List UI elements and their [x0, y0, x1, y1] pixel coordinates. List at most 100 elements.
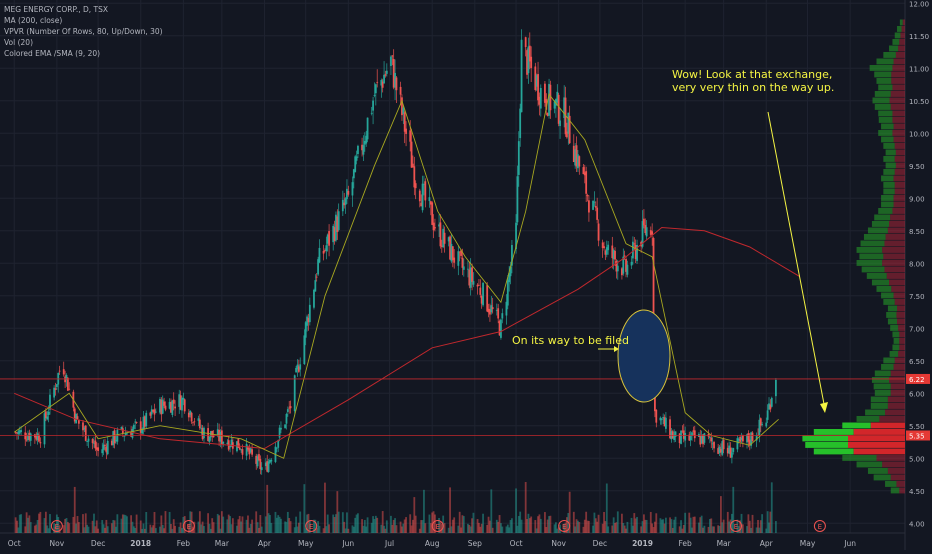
candle[interactable]	[458, 251, 461, 253]
candle[interactable]	[83, 427, 86, 430]
candle[interactable]	[341, 199, 344, 212]
candle[interactable]	[171, 400, 174, 415]
candle[interactable]	[612, 250, 615, 260]
candle[interactable]	[498, 321, 501, 336]
candle[interactable]	[447, 237, 450, 242]
candle[interactable]	[563, 97, 566, 119]
candle[interactable]	[132, 424, 135, 429]
candle[interactable]	[208, 436, 211, 443]
candle[interactable]	[297, 366, 300, 372]
candle[interactable]	[546, 112, 549, 116]
candle[interactable]	[605, 247, 608, 255]
candle[interactable]	[126, 433, 128, 435]
candle[interactable]	[29, 433, 32, 441]
candle[interactable]	[325, 245, 328, 252]
candle[interactable]	[730, 452, 733, 458]
candle[interactable]	[124, 433, 127, 436]
candle[interactable]	[86, 440, 89, 442]
candle[interactable]	[662, 417, 665, 419]
candle[interactable]	[94, 440, 97, 449]
candle[interactable]	[77, 419, 80, 424]
candle[interactable]	[317, 259, 319, 275]
candle[interactable]	[113, 430, 116, 444]
candle[interactable]	[429, 201, 432, 205]
candle[interactable]	[285, 414, 288, 424]
candle[interactable]	[16, 432, 18, 434]
candle[interactable]	[395, 77, 398, 91]
candle[interactable]	[380, 79, 383, 86]
candle[interactable]	[106, 440, 109, 455]
candle[interactable]	[538, 96, 541, 105]
candle[interactable]	[374, 84, 377, 94]
candle[interactable]	[112, 431, 115, 446]
candle[interactable]	[625, 259, 627, 272]
candle[interactable]	[583, 172, 586, 176]
candle[interactable]	[160, 399, 163, 415]
candle[interactable]	[170, 402, 172, 413]
candle[interactable]	[315, 276, 318, 278]
candle[interactable]	[189, 410, 192, 415]
candle[interactable]	[229, 445, 231, 448]
earnings-marker[interactable]	[305, 520, 318, 532]
candle[interactable]	[200, 427, 203, 429]
candle[interactable]	[123, 435, 126, 437]
candle[interactable]	[759, 418, 762, 426]
candle[interactable]	[296, 364, 299, 370]
candle[interactable]	[91, 438, 94, 444]
candle[interactable]	[164, 405, 167, 410]
candle[interactable]	[622, 256, 625, 274]
candle[interactable]	[535, 75, 538, 87]
candle[interactable]	[649, 230, 652, 235]
candle[interactable]	[201, 427, 204, 440]
candle[interactable]	[710, 437, 713, 442]
candle[interactable]	[38, 434, 40, 442]
candle[interactable]	[385, 70, 388, 74]
candle[interactable]	[17, 431, 20, 435]
candle[interactable]	[183, 399, 186, 412]
candle[interactable]	[665, 417, 667, 429]
candle[interactable]	[409, 130, 412, 142]
candle[interactable]	[384, 74, 387, 76]
candle[interactable]	[134, 421, 137, 423]
candle[interactable]	[566, 131, 568, 138]
candle[interactable]	[511, 245, 513, 266]
candle[interactable]	[326, 234, 329, 244]
candle[interactable]	[544, 83, 546, 103]
candle[interactable]	[47, 411, 50, 416]
indicator-volume[interactable]: Vol (20)	[4, 38, 34, 47]
candle[interactable]	[381, 81, 384, 88]
candle[interactable]	[355, 156, 358, 161]
candle[interactable]	[139, 421, 142, 433]
candle[interactable]	[530, 56, 533, 69]
candle[interactable]	[495, 310, 498, 311]
candle[interactable]	[766, 410, 769, 420]
candle[interactable]	[267, 461, 270, 472]
earnings-marker[interactable]	[50, 520, 63, 532]
candle[interactable]	[460, 250, 462, 256]
candle[interactable]	[322, 251, 325, 254]
candle[interactable]	[366, 117, 369, 140]
candle[interactable]	[84, 425, 87, 441]
candle[interactable]	[275, 447, 278, 449]
candle[interactable]	[634, 245, 637, 260]
candle[interactable]	[681, 430, 684, 432]
candle[interactable]	[553, 101, 556, 109]
candle[interactable]	[506, 279, 509, 306]
candle[interactable]	[314, 280, 317, 292]
candle[interactable]	[163, 401, 166, 406]
candle[interactable]	[453, 257, 456, 263]
candle[interactable]	[700, 435, 703, 444]
candle[interactable]	[689, 435, 692, 441]
candle[interactable]	[373, 95, 376, 96]
candle[interactable]	[347, 190, 350, 195]
candle[interactable]	[601, 242, 604, 249]
candle[interactable]	[651, 231, 654, 235]
candle[interactable]	[755, 435, 758, 441]
candle[interactable]	[413, 166, 416, 188]
candle[interactable]	[289, 406, 292, 409]
candle[interactable]	[152, 409, 155, 412]
candle[interactable]	[153, 409, 156, 415]
candle[interactable]	[295, 367, 297, 373]
candle[interactable]	[53, 387, 56, 398]
